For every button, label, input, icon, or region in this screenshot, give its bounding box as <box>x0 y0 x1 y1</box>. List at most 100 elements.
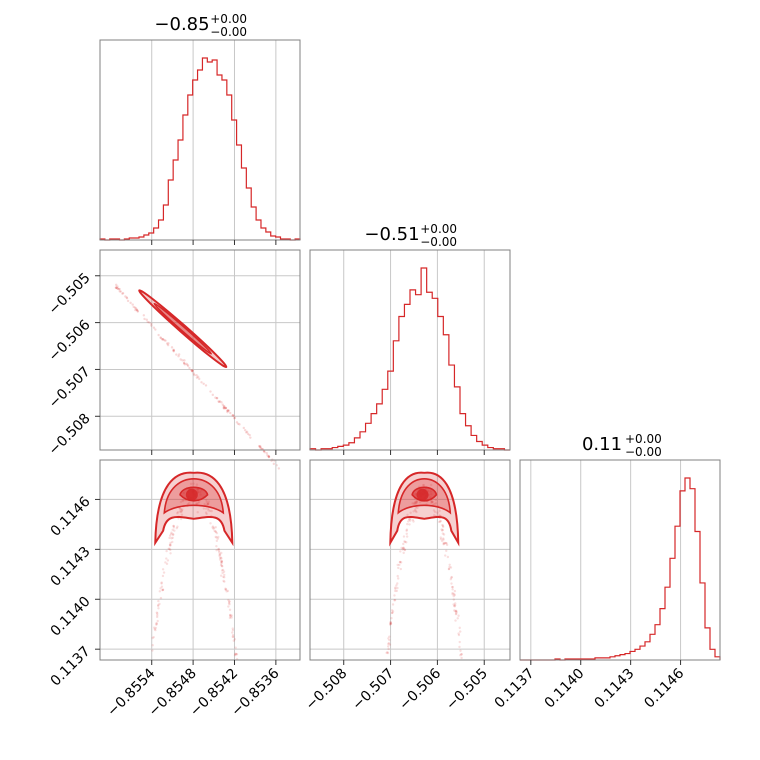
y-tick-label: −0.507 <box>46 364 94 412</box>
sample-point <box>205 512 208 516</box>
sample-point <box>223 575 226 579</box>
sample-point <box>387 642 390 646</box>
sample-point <box>440 539 444 543</box>
sample-point <box>154 628 157 632</box>
sample-point <box>215 548 218 552</box>
sample-point <box>167 342 170 345</box>
sample-point <box>442 533 446 536</box>
sample-point <box>386 651 390 655</box>
sample-point <box>439 536 442 539</box>
sample-point <box>399 567 403 571</box>
sample-point <box>452 592 456 596</box>
sample-point <box>438 520 442 523</box>
sample-point <box>231 414 234 417</box>
sample-point <box>233 653 237 657</box>
sample-point <box>168 544 172 547</box>
sample-point <box>218 400 222 403</box>
sample-point <box>157 599 160 603</box>
sample-point <box>218 554 221 558</box>
sample-point <box>126 299 130 303</box>
sample-point <box>153 628 157 631</box>
sample-point <box>458 640 461 644</box>
sample-point <box>460 653 463 656</box>
sample-point <box>453 609 456 612</box>
sample-point <box>393 599 396 602</box>
sample-point <box>245 431 248 434</box>
sample-point <box>436 511 439 514</box>
sample-point <box>136 310 139 313</box>
sample-point <box>453 605 456 608</box>
sample-point <box>214 530 218 534</box>
y-tick-label: 0.1146 <box>48 494 94 540</box>
sample-point <box>451 591 454 595</box>
sample-point <box>227 605 230 608</box>
sample-point <box>238 423 241 426</box>
sample-point <box>390 611 394 615</box>
sample-point <box>456 617 459 620</box>
x-tick-label: −0.507 <box>349 666 397 714</box>
sample-point <box>258 445 262 449</box>
sample-point <box>458 626 461 630</box>
sample-point <box>205 500 208 504</box>
sample-point <box>217 400 221 404</box>
sample-point <box>398 560 402 564</box>
sample-point <box>189 482 193 486</box>
sample-point <box>166 343 170 347</box>
sample-point <box>213 529 216 532</box>
contour-outer <box>154 471 234 547</box>
sample-point <box>171 533 175 537</box>
sample-point <box>160 581 163 584</box>
sample-point <box>412 502 416 505</box>
sample-point <box>390 617 393 620</box>
sample-point <box>438 509 441 513</box>
sample-point <box>454 609 457 613</box>
sample-point <box>440 528 443 531</box>
sample-point <box>172 348 175 352</box>
sample-point <box>396 586 399 590</box>
sample-point <box>154 626 158 630</box>
sample-point <box>160 582 163 585</box>
sample-point <box>414 506 418 509</box>
sample-point <box>409 519 412 522</box>
panel-2-0 <box>100 460 300 660</box>
sample-point <box>450 576 453 579</box>
sample-point <box>413 502 417 505</box>
sample-point <box>411 518 415 522</box>
sample-point <box>150 324 153 327</box>
sample-point <box>203 503 206 506</box>
sample-point <box>266 454 269 457</box>
sample-point <box>151 649 154 652</box>
sample-point <box>159 336 163 340</box>
density-peak <box>416 488 429 501</box>
y-tick-label: 0.1140 <box>48 594 94 640</box>
sample-point <box>403 540 406 543</box>
x-tick-label: 0.1140 <box>542 666 588 712</box>
sample-point <box>172 349 175 352</box>
sample-point <box>158 590 162 593</box>
sample-point <box>119 290 122 293</box>
sample-point <box>224 587 227 590</box>
histogram-1 <box>309 267 510 451</box>
sample-point <box>233 416 237 419</box>
sample-point <box>207 500 211 503</box>
sample-point <box>454 619 457 622</box>
sample-point <box>224 406 228 410</box>
sample-point <box>418 500 422 504</box>
sample-point <box>169 534 172 537</box>
sample-point <box>222 575 225 579</box>
sample-point <box>218 553 222 556</box>
sample-point <box>172 349 175 352</box>
sample-point <box>245 430 249 434</box>
sample-point <box>230 616 233 619</box>
sample-point <box>389 622 393 625</box>
sample-point <box>155 611 159 614</box>
sample-point <box>433 510 437 514</box>
sample-point <box>172 524 175 528</box>
sample-point <box>226 409 230 412</box>
sample-point <box>181 499 185 503</box>
sample-point <box>459 630 462 633</box>
sample-point <box>430 500 434 504</box>
sample-point <box>267 455 270 458</box>
sample-point <box>455 609 458 613</box>
sample-point <box>453 604 456 608</box>
